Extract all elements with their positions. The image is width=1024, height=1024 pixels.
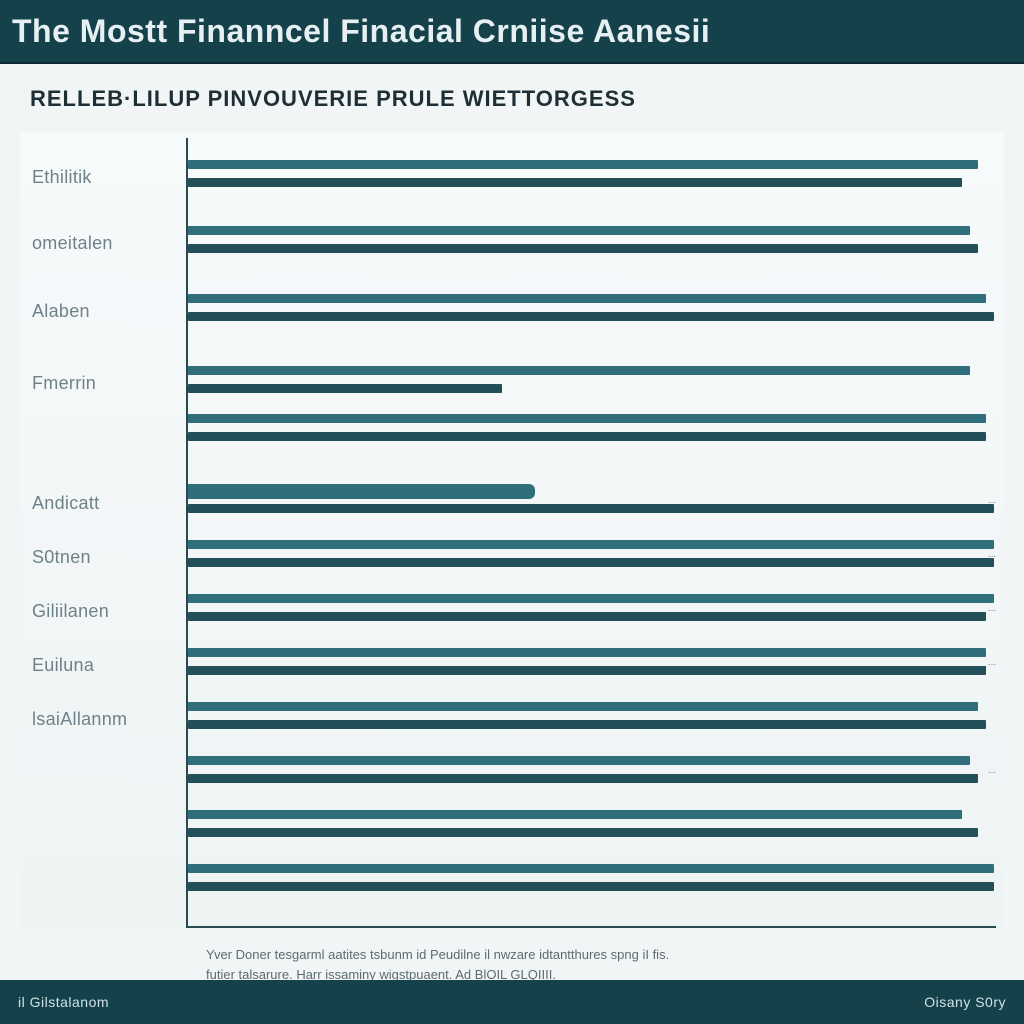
bar [188, 828, 978, 837]
bar [188, 720, 986, 729]
category-label: Euiluna [32, 655, 174, 676]
category-label: Fmerrin [32, 373, 174, 394]
bar [188, 244, 978, 253]
bar [188, 366, 970, 375]
bar [188, 864, 994, 873]
bar [188, 294, 986, 303]
footer-left: il Gilstalanom [18, 994, 109, 1010]
bar [188, 756, 970, 765]
x-axis [186, 926, 996, 928]
value-label: ··· [988, 659, 997, 670]
title-bar: The Mostt Finanncel Finacial Crniise Aan… [0, 0, 1024, 64]
category-label: lsaiAllannm [32, 709, 174, 730]
bar [188, 702, 978, 711]
footnote: Yver Doner tesgarml aatites tsbunm id Pe… [206, 945, 984, 984]
bar [188, 882, 994, 891]
category-label: Andicatt [32, 493, 174, 514]
bar [188, 612, 986, 621]
footer-right: Oisany S0ry [924, 994, 1006, 1010]
value-label: ··· [988, 767, 997, 778]
category-labels: Ethilitik omeitalen Alaben Fmerrin Andicatt S… [20, 142, 178, 922]
category-label: Alaben [32, 301, 174, 322]
bar [188, 312, 994, 321]
bar [188, 432, 986, 441]
category-label: Ethilitik [32, 167, 174, 188]
bar [188, 774, 978, 783]
bar [188, 384, 502, 393]
subtitle: RELLEB·LILUP PINVOUVERIE PRULE WIETTORGE… [0, 64, 1024, 122]
bar [188, 666, 986, 675]
bar-chart: Ethilitik omeitalen Alaben Fmerrin Andicatt S… [20, 132, 1004, 928]
category-label: omeitalen [32, 233, 174, 254]
bar [188, 226, 970, 235]
bar [188, 540, 994, 549]
bar [188, 160, 978, 169]
bar [188, 810, 962, 819]
bar [188, 594, 994, 603]
footnote-line: Yver Doner tesgarml aatites tsbunm id Pe… [206, 945, 984, 965]
bar [188, 648, 986, 657]
bar [188, 484, 535, 499]
bar [188, 558, 994, 567]
bar [188, 504, 994, 513]
category-label: Giliilanen [32, 601, 174, 622]
value-label: ··· [988, 497, 997, 508]
bar [188, 178, 962, 187]
category-label: S0tnen [32, 547, 174, 568]
page-title: The Mostt Finanncel Finacial Crniise Aan… [12, 13, 710, 50]
value-label: ··· [988, 605, 997, 616]
footer: il Gilstalanom Oisany S0ry [0, 980, 1024, 1024]
bar [188, 414, 986, 423]
plot-area: ··· ··· ··· ··· ··· [188, 142, 994, 922]
value-label: ··· [988, 551, 997, 562]
